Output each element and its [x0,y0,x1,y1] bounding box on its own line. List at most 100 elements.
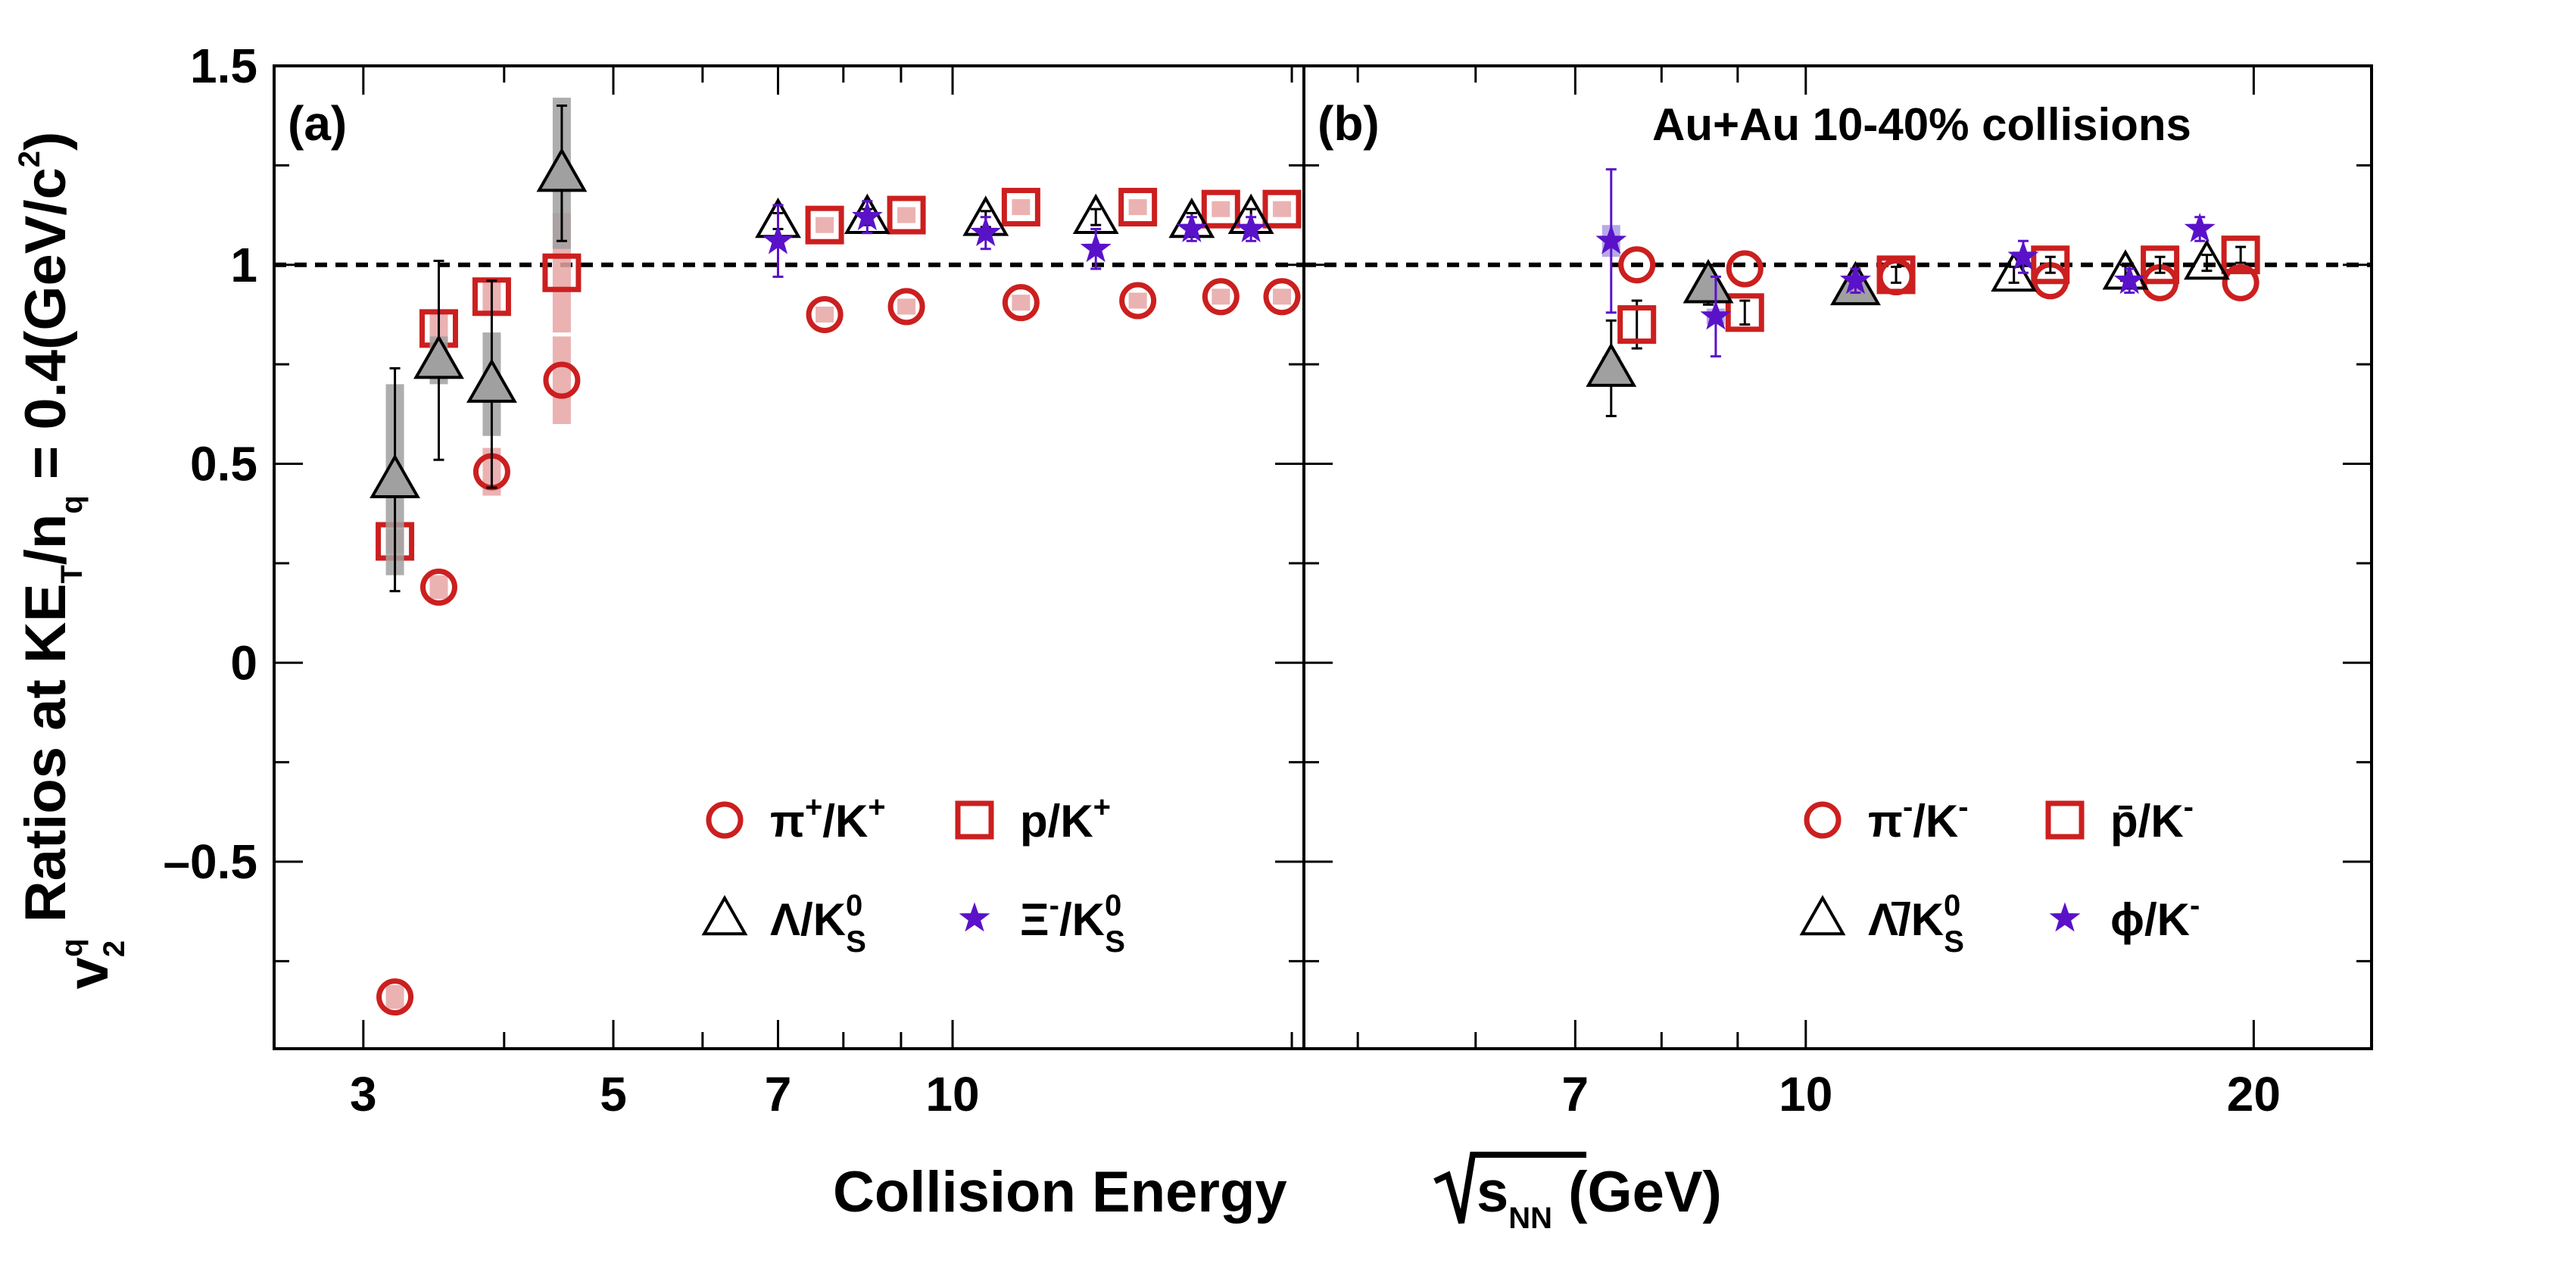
data-point-circle [806,295,844,333]
y-tick-label: 1.5 [190,39,257,93]
y-tick-label: 0 [230,635,257,690]
data-point-circle [2222,264,2259,301]
legend-label-part: p/K [1020,796,1093,847]
legend-label-part: 0 [1105,889,1121,922]
legend-marker-star [959,902,990,932]
data-point-square [1876,255,1916,295]
legend-label-part: - [2190,889,2200,922]
y-axis-title-part: ) [14,132,78,151]
legend-marker-circle [1804,801,1842,839]
data-point-triangle [536,147,588,192]
legend-label-part: /K [1913,796,1958,847]
legend-label-part: Λ/K [770,894,846,945]
legend-label-part: + [1093,791,1111,824]
data-point-square [1001,188,1040,227]
y-tick-label: –0.5 [163,834,257,889]
x-tick-label: 10 [1779,1067,1832,1121]
data-point-star [1176,212,1208,242]
y-axis-title-part: T [55,565,89,583]
data-point-circle [1618,246,1656,284]
panel-a-label: (a) [288,96,347,151]
x-tick-label: 7 [1562,1067,1589,1121]
y-axis-title-part: q [55,495,89,513]
legend-label-part: 0 [846,889,862,922]
x-tick-label: 3 [350,1067,377,1121]
data-point-triangle [2183,239,2230,280]
legend-marker-star [2049,902,2081,932]
legend-label-part: /K [822,796,868,847]
legend-a: π+/K+ p/K+Λ/K0 S Ξ-/K0 S [701,791,1125,959]
y-axis-title-part: = 0.4(GeV/c [14,167,78,495]
y-tick-label: 1 [230,238,257,292]
legend-label-part: π [770,796,805,847]
data-point-square [1262,189,1302,229]
frames-layer [273,64,2373,1050]
data-point-triangle [1586,342,1637,387]
legend-label-part: S [846,925,866,959]
legend-label-circle: π-/K- [1868,791,1969,847]
data-point-square [2031,245,2070,285]
x-axis-title: Collision Energy sNN (GeV) [833,1160,1722,1235]
legend-label-part: + [805,791,822,824]
data-point-star [763,224,794,254]
y-axis-title-part: v [56,957,120,989]
legend-label-square: p/K+ [1020,791,1111,847]
data-point-circle [1002,284,1040,322]
syst-band [385,984,404,1009]
legend-marker-triangle [701,894,748,936]
data-point-circle [887,288,925,326]
panel-b-annotation: Au+Au 10-40% collisions [1652,99,2191,150]
data-point-triangle [466,358,517,403]
x-axis-title-part: Collision Energy [833,1160,1303,1224]
legend-label-part: - [1903,791,1913,824]
syst-band [1012,295,1031,311]
series-a-2 [370,98,1274,593]
data-point-star [1080,232,1112,263]
legend-label-part: + [868,791,885,824]
legend-label-part: Ξ [1020,894,1049,945]
panel-b-label: (b) [1318,96,1380,151]
syst-band [1212,288,1230,305]
y-axis-title-part: 2 [98,940,131,957]
data-point-triangle [413,334,464,379]
sqrt-symbol [1433,1152,1586,1224]
legend-label-part: 0 [1944,889,1960,922]
legend-label-part: S [1944,925,1964,959]
legend-label-triangle: Λ̄/K0 S [1868,889,1964,959]
data-point-star [1700,300,1732,330]
x-axis-title-part: s [1477,1160,1508,1224]
legend-label-square: p̄/K- [2110,791,2194,847]
legend-label-star: Ξ-/K0 S [1020,889,1125,959]
data-point-star [970,217,1002,247]
syst-band [1272,288,1291,305]
legend-label-part: S [1105,925,1125,959]
data-point-star [851,201,883,231]
data-point-square [887,195,926,235]
syst-band [816,217,834,233]
syst-band [552,336,571,424]
data-point-circle [1119,282,1157,320]
legend-label-part: Λ̄/K [1868,894,1944,945]
y-axis-title-part: /n [14,514,78,566]
x-tick-label: 7 [765,1067,792,1121]
syst-band [1212,201,1230,217]
data-point-circle [1263,278,1301,316]
legend-label-star: ϕ/K- [2110,889,2200,945]
data-layer [370,98,2260,1016]
data-point-circle [419,568,457,606]
data-point-square [2221,235,2260,275]
data-point-circle [1202,278,1240,316]
data-point-square [1201,189,1240,229]
series-a-1 [376,188,1302,561]
legend-label-part: /K [1059,894,1105,945]
x-axis-title-part: (GeV) [1552,1160,1722,1224]
x-tick-label: 5 [600,1067,627,1121]
syst-band [1128,292,1147,309]
x-tick-label: 10 [925,1067,979,1121]
legend-marker-square [2045,800,2085,840]
y-axis-title: v2q Ratios at KET/nq = 0.4(GeV/c2) [13,132,131,990]
legend-label-part: π [1868,796,1903,847]
x-tick-label: 20 [2227,1067,2281,1121]
syst-band [1012,199,1031,216]
